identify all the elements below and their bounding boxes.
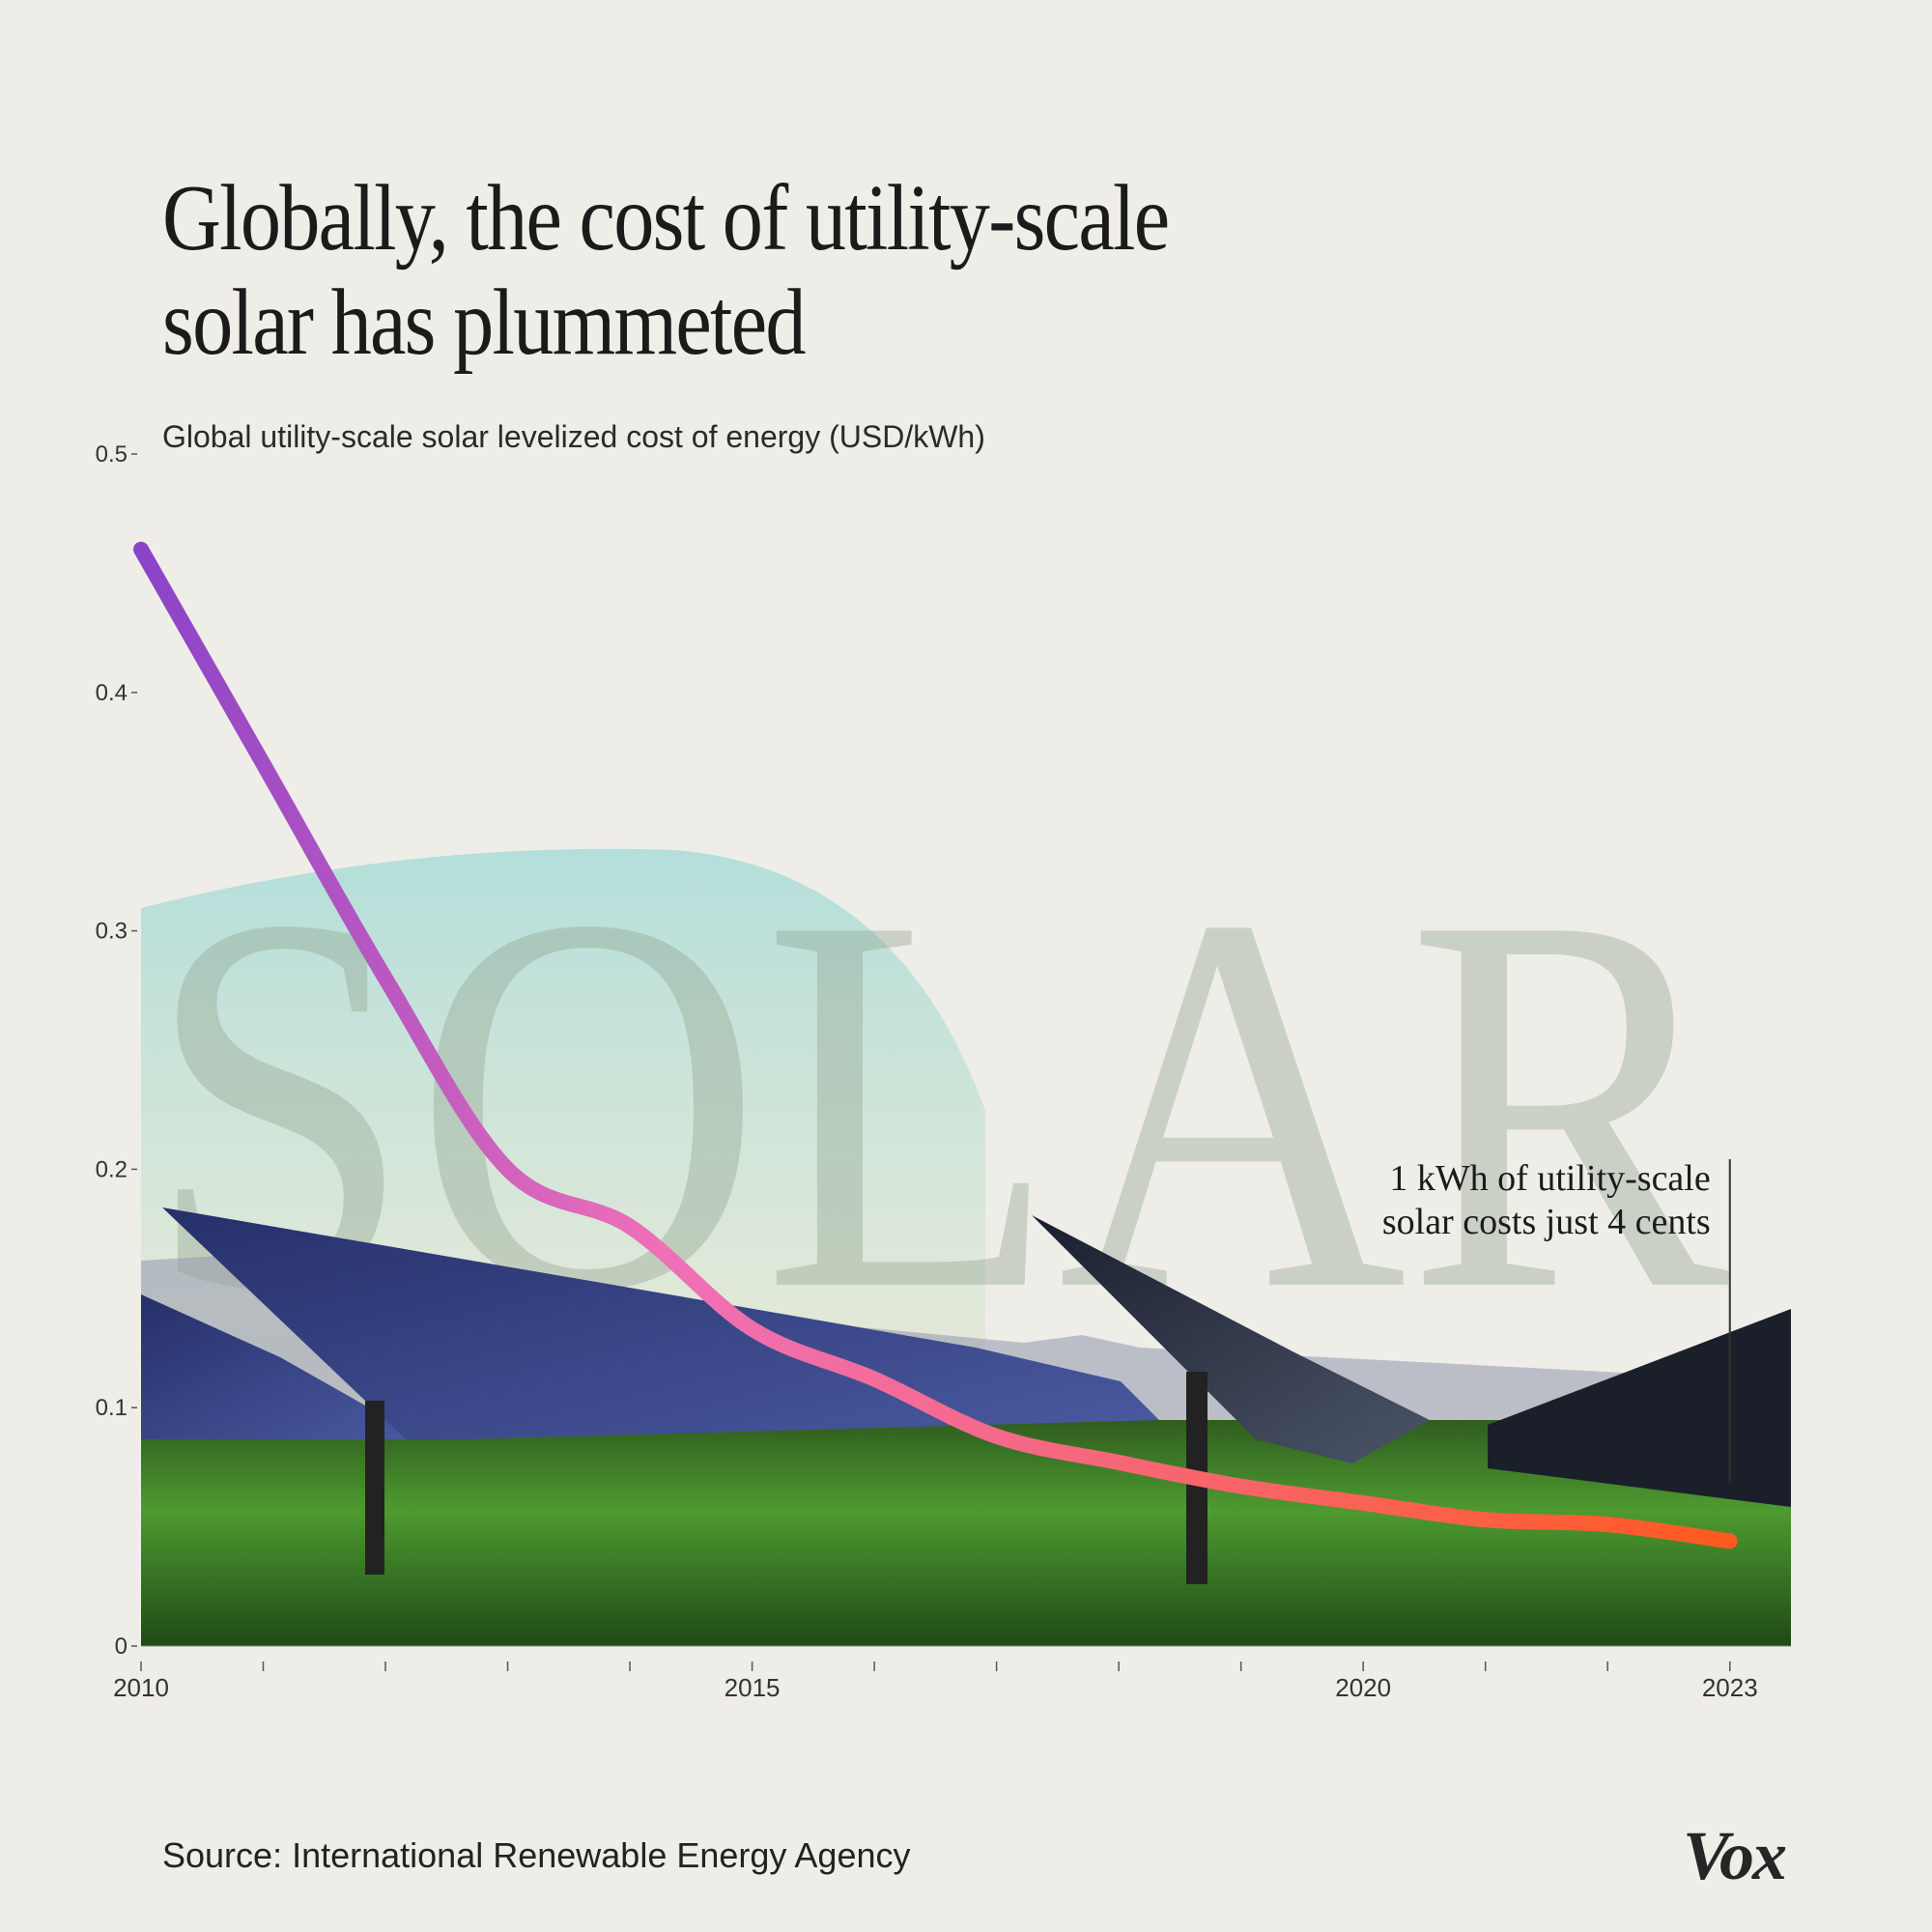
- y-tick-label: 0.4: [96, 680, 128, 706]
- panel-post-1: [365, 1401, 384, 1575]
- x-tick-label: 2023: [1702, 1673, 1758, 1702]
- y-tick-label: 0: [115, 1634, 128, 1660]
- panel-array-far-right: [1488, 1309, 1791, 1507]
- y-tick-label: 0.2: [96, 1156, 128, 1182]
- y-tick-label: 0.5: [96, 441, 128, 468]
- x-tick-label: 2015: [724, 1673, 781, 1702]
- y-tick-label: 0.3: [96, 919, 128, 945]
- series-line: [133, 541, 1738, 1549]
- title-line-2: solar has plummeted: [162, 270, 807, 375]
- annotation-line-1: 1 kWh of utility-scale: [1389, 1158, 1710, 1199]
- y-axis: 0 0.1 0.2 0.3 0.4 0.5: [96, 441, 137, 1660]
- source-note: Source: International Renewable Energy A…: [162, 1835, 911, 1875]
- panel-row-left: [141, 1294, 425, 1439]
- x-axis: 2010 2015 2020 2023: [113, 1645, 1791, 1702]
- x-tick-label: 2020: [1335, 1673, 1391, 1702]
- background-photo: SOLAR: [141, 804, 1791, 1646]
- annotation: 1 kWh of utility-scale solar costs just …: [1382, 1158, 1731, 1483]
- annotation-line-2: solar costs just 4 cents: [1382, 1202, 1711, 1242]
- panel-array-right: [1032, 1215, 1430, 1463]
- chart-title: Globally, the cost of utility-scale sola…: [162, 166, 1242, 375]
- y-tick-label: 0.1: [96, 1395, 128, 1421]
- chart-subtitle: Global utility-scale solar levelized cos…: [162, 419, 985, 454]
- vox-logo: Vox: [1683, 1817, 1787, 1894]
- title-line-1: Globally, the cost of utility-scale: [162, 166, 1170, 270]
- panel-array-main: [162, 1208, 1159, 1439]
- x-tick-label: 2010: [113, 1673, 169, 1702]
